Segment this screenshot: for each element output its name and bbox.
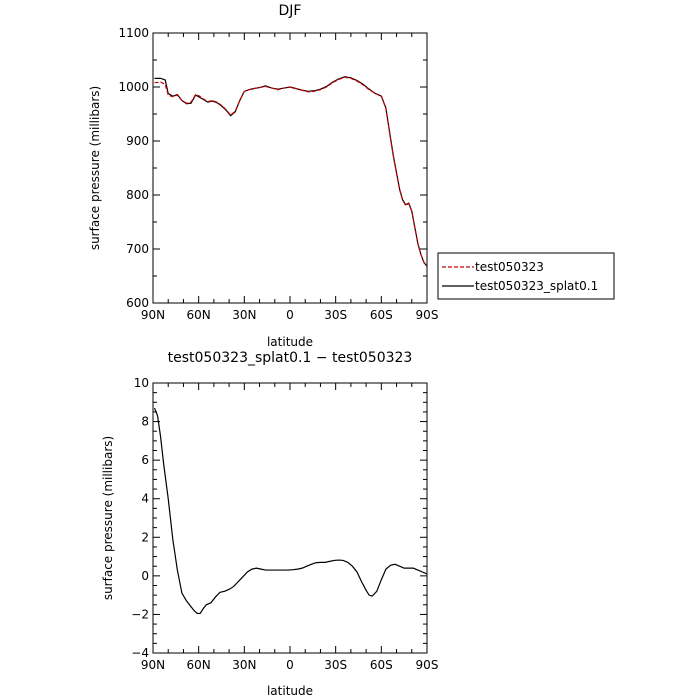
top-ytick-label-3: 900 <box>126 134 149 148</box>
top-xtick-label-4: 30S <box>324 308 347 322</box>
bottom-ytick-label-4: 4 <box>141 492 149 506</box>
top-xtick-label-3: 0 <box>286 308 294 322</box>
top-ytick-label-1: 700 <box>126 242 149 256</box>
legend-entry-test050323: test050323 <box>475 260 544 274</box>
bottom-ticks: −4 −2 0 2 4 6 8 10 90N 60N 30N 0 30S 60S 90S <box>131 376 438 672</box>
top-xtick-label-5: 60S <box>370 308 393 322</box>
legend-box <box>437 252 615 300</box>
bottom-series-line-difference <box>153 407 428 615</box>
top-series-line-test050323 <box>154 76 428 267</box>
top-xlabel: latitude <box>267 335 313 349</box>
top-xtick-label-0: 90N <box>141 308 165 322</box>
bottom-xtick-label-2: 30N <box>232 658 256 672</box>
top-xtick-label-2: 30N <box>232 308 256 322</box>
bottom-ylabel: surface pressure (millibars) <box>101 436 115 600</box>
top-ylabel: surface pressure (millibars) <box>88 86 102 250</box>
top-ytick-label-2: 800 <box>126 188 149 202</box>
top-ytick-label-5: 1100 <box>118 26 149 40</box>
bottom-series <box>153 407 428 615</box>
top-xtick-label-6: 90S <box>416 308 439 322</box>
top-ticks: 600 700 800 900 1000 1100 90N 60N 30N 0 30S 60S 90S <box>118 26 438 322</box>
bottom-ytick-label-1: −2 <box>131 607 149 621</box>
bottom-xtick-label-1: 60N <box>187 658 211 672</box>
bottom-xtick-label-0: 90N <box>141 658 165 672</box>
bottom-ytick-label-5: 6 <box>141 453 149 467</box>
bottom-xlabel: latitude <box>267 684 313 698</box>
bottom-ytick-label-3: 2 <box>141 530 149 544</box>
bottom-panel: test050323_splat0.1 − test050323 −4 −2 0 2 4… <box>101 350 438 698</box>
top-series-line-test050323-splat0-1 <box>154 76 428 267</box>
bottom-plot-frame <box>152 382 428 654</box>
top-plot-frame <box>152 32 428 304</box>
top-title: DJF <box>279 3 302 19</box>
bottom-title: test050323_splat0.1 − test050323 <box>168 350 413 366</box>
bottom-xtick-label-6: 90S <box>416 658 439 672</box>
legend-entry-splat: test050323_splat0.1 <box>475 279 598 293</box>
top-xtick-label-1: 60N <box>187 308 211 322</box>
bottom-ytick-label-2: 0 <box>141 569 149 583</box>
bottom-xtick-label-4: 30S <box>324 658 347 672</box>
bottom-ytick-label-7: 10 <box>134 376 149 390</box>
bottom-xtick-label-5: 60S <box>370 658 393 672</box>
top-panel: DJF 600 700 800 900 1000 1100 90N 60N 30N 0 30S 60S… <box>88 3 615 349</box>
top-legend: test050323 test050323_splat0.1 <box>437 252 615 300</box>
bottom-ytick-label-0: −4 <box>131 646 149 660</box>
top-ytick-label-0: 600 <box>126 296 149 310</box>
bottom-ytick-label-6: 8 <box>141 415 149 429</box>
top-ytick-label-4: 1000 <box>118 80 149 94</box>
bottom-xtick-label-3: 0 <box>286 658 294 672</box>
top-series <box>154 76 428 267</box>
